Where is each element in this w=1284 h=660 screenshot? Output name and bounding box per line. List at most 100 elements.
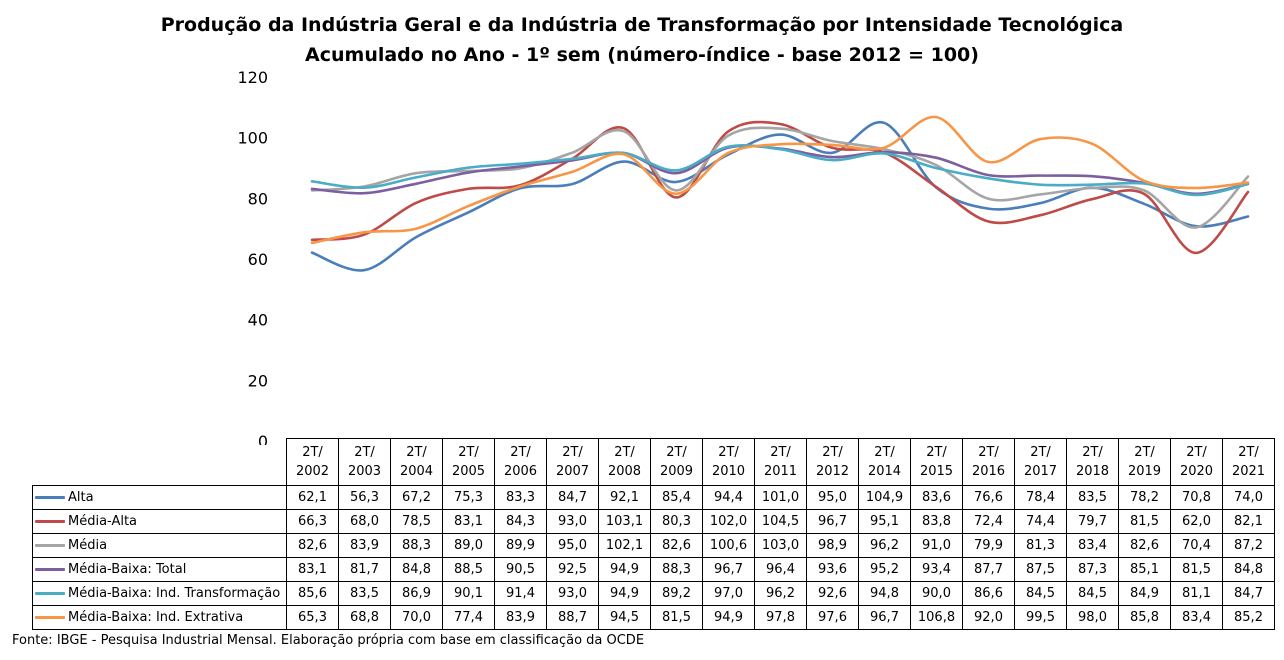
y-tick-label: 100 <box>237 129 268 148</box>
y-tick-label: 80 <box>248 189 268 208</box>
x-tick-label-line: 2021 <box>1231 464 1266 479</box>
data-label: 81,5 <box>1118 509 1171 534</box>
legend-label: Alta <box>68 490 94 505</box>
x-tick-label-line: 2T/ <box>1082 445 1103 460</box>
x-tick-label-line: 2T/ <box>562 445 583 460</box>
data-label: 99,5 <box>1014 605 1067 630</box>
data-label: 83,9 <box>338 533 391 558</box>
data-label: 81,5 <box>1170 557 1223 582</box>
data-label: 96,7 <box>702 557 755 582</box>
x-tick-label: 2T/2004 <box>390 438 443 486</box>
data-label: 95,0 <box>546 533 599 558</box>
x-tick-label-line: 2015 <box>919 464 954 479</box>
data-label: 102,1 <box>598 533 651 558</box>
data-label: 96,2 <box>858 533 911 558</box>
data-label: 72,4 <box>962 509 1015 534</box>
data-label: 91,0 <box>910 533 963 558</box>
table-corner <box>32 438 287 486</box>
data-label: 86,6 <box>962 581 1015 606</box>
data-label: 82,6 <box>650 533 703 558</box>
x-tick-label-line: 2T/ <box>1238 445 1259 460</box>
x-tick-label: 2T/2009 <box>650 438 703 486</box>
data-label: 62,0 <box>1170 509 1223 534</box>
x-tick-label-line: 2T/ <box>666 445 687 460</box>
x-tick-label-line: 2002 <box>295 464 330 479</box>
data-label: 85,1 <box>1118 557 1171 582</box>
series-line-2 <box>310 126 1250 229</box>
data-label: 93,4 <box>910 557 963 582</box>
data-label: 85,8 <box>1118 605 1171 630</box>
data-label: 78,5 <box>390 509 443 534</box>
data-label: 98,0 <box>1066 605 1119 630</box>
data-label: 104,5 <box>754 509 807 534</box>
data-label: 97,0 <box>702 581 755 606</box>
x-tick-label: 2T/2006 <box>494 438 547 486</box>
data-label: 96,7 <box>858 605 911 630</box>
x-tick-label-line: 2T/ <box>926 445 947 460</box>
data-label: 102,0 <box>702 509 755 534</box>
data-label: 82,6 <box>286 533 339 558</box>
x-tick-label: 2T/2012 <box>806 438 859 486</box>
data-label: 83,4 <box>1170 605 1223 630</box>
source-note: Fonte: IBGE - Pesquisa Industrial Mensal… <box>12 633 645 648</box>
legend-key-line <box>35 592 65 595</box>
legend-key-line <box>35 616 65 619</box>
table-row: Média-Baixa: Total 83,1 81,7 84,8 88,5 90,5 92… <box>32 557 1275 582</box>
data-label: 75,3 <box>442 485 495 510</box>
x-tick-label-line: 2T/ <box>822 445 843 460</box>
legend-key-line <box>35 544 65 547</box>
x-tick-label-line: 2004 <box>399 464 434 479</box>
data-label: 83,9 <box>494 605 547 630</box>
data-label: 98,9 <box>806 533 859 558</box>
chart-title-line-1: Produção da Indústria Geral e da Indústr… <box>160 14 1124 36</box>
data-label: 87,7 <box>962 557 1015 582</box>
data-label: 89,0 <box>442 533 495 558</box>
data-label: 93,0 <box>546 581 599 606</box>
legend-entry: Média-Alta <box>32 509 287 534</box>
data-label: 90,5 <box>494 557 547 582</box>
data-label: 85,6 <box>286 581 339 606</box>
data-label: 88,5 <box>442 557 495 582</box>
data-label: 66,3 <box>286 509 339 534</box>
data-label: 70,0 <box>390 605 443 630</box>
data-label: 65,3 <box>286 605 339 630</box>
data-label: 85,2 <box>1222 605 1275 630</box>
legend-entry: Média-Baixa: Ind. Transformação <box>32 581 287 606</box>
x-tick-label-line: 2020 <box>1179 464 1214 479</box>
x-tick-label: 2T/2010 <box>702 438 755 486</box>
legend-entry: Média-Baixa: Total <box>32 557 287 582</box>
data-label: 85,4 <box>650 485 703 510</box>
data-label: 83,5 <box>1066 485 1119 510</box>
x-tick-label: 2T/2008 <box>598 438 651 486</box>
legend-entry: Média-Baixa: Ind. Extrativa <box>32 605 287 630</box>
x-tick-label-line: 2011 <box>763 464 798 479</box>
data-label: 86,9 <box>390 581 443 606</box>
data-label: 90,1 <box>442 581 495 606</box>
data-label: 106,8 <box>910 605 963 630</box>
data-label: 87,5 <box>1014 557 1067 582</box>
data-label: 103,0 <box>754 533 807 558</box>
x-tick-label-line: 2T/ <box>614 445 635 460</box>
data-label: 78,2 <box>1118 485 1171 510</box>
data-label: 81,3 <box>1014 533 1067 558</box>
data-label: 83,5 <box>338 581 391 606</box>
data-label: 92,1 <box>598 485 651 510</box>
x-tick-label-line: 2T/ <box>718 445 739 460</box>
x-tick-label: 2T/2020 <box>1170 438 1223 486</box>
data-label: 92,0 <box>962 605 1015 630</box>
data-label: 92,6 <box>806 581 859 606</box>
x-tick-label: 2T/2019 <box>1118 438 1171 486</box>
x-tick-label-line: 2017 <box>1023 464 1058 479</box>
series-lines <box>310 115 1250 272</box>
x-tick-label-line: 2T/ <box>354 445 375 460</box>
data-label: 81,5 <box>650 605 703 630</box>
x-tick-label-line: 2T/ <box>406 445 427 460</box>
table-row: Média-Alta 66,3 68,0 78,5 83,1 84,3 93,0 103,1 8… <box>32 509 1275 534</box>
x-tick-label: 2T/2016 <box>962 438 1015 486</box>
data-label: 94,8 <box>858 581 911 606</box>
x-tick-label: 2T/2005 <box>442 438 495 486</box>
legend-entry: Alta <box>32 485 287 510</box>
x-tick-label: 2T/2017 <box>1014 438 1067 486</box>
data-label: 94,9 <box>702 605 755 630</box>
table-row: Média 82,6 83,9 88,3 89,0 89,9 95,0 102,1 82,6 10… <box>32 533 1275 558</box>
